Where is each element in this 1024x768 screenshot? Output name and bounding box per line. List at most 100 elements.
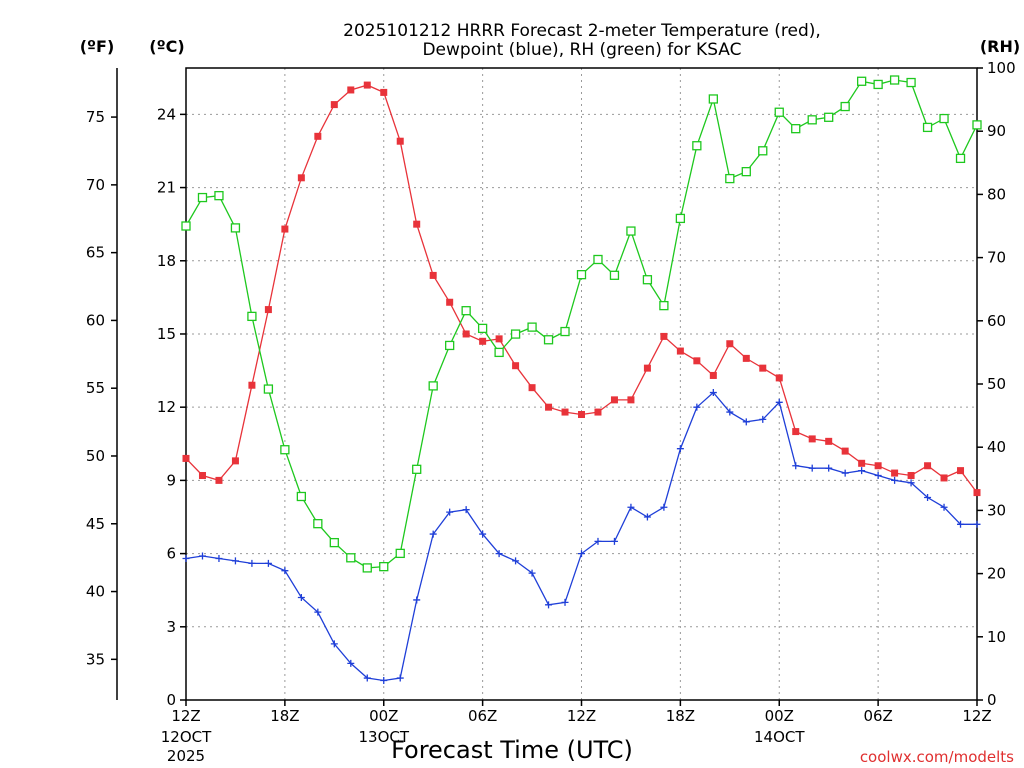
temperature-point	[479, 337, 487, 345]
dewpoint-point	[281, 567, 289, 575]
dewpoint-point	[182, 554, 190, 562]
temperature-point	[825, 437, 833, 445]
x-axis-label: Forecast Time (UTC)	[391, 736, 633, 764]
rh-point	[873, 79, 883, 90]
rh-point	[412, 464, 422, 474]
dewpoint-point	[545, 601, 553, 609]
dewpoint-point	[643, 513, 651, 521]
dewpoint-point	[825, 464, 833, 472]
temperature-series	[182, 81, 981, 497]
temperature-point	[808, 435, 816, 443]
temperature-point	[231, 457, 239, 465]
dewpoint-point	[627, 503, 635, 511]
temperature-point	[676, 347, 684, 355]
rh-point	[856, 76, 867, 86]
temperature-point	[940, 474, 948, 482]
fahrenheit-unit-label: (ºF)	[80, 37, 115, 56]
dewpoint-point	[841, 469, 849, 477]
rh-tick-label: 90	[987, 122, 1006, 140]
rh-point	[906, 77, 916, 88]
rh-point	[461, 306, 471, 316]
dewpoint-point	[380, 676, 388, 684]
temperature-point	[561, 408, 569, 416]
dewpoint-point	[330, 640, 338, 648]
dewpoint-point	[660, 503, 668, 511]
rh-point	[889, 75, 900, 85]
rh-series	[181, 75, 982, 573]
dewpoint-point	[297, 594, 305, 602]
fahrenheit-tick-label: 55	[86, 379, 105, 397]
rh-point	[477, 323, 488, 334]
temperature-point	[347, 86, 355, 94]
temperature-point	[182, 454, 190, 462]
rh-point	[972, 120, 982, 130]
rh-point	[642, 275, 653, 285]
temperature-point	[545, 403, 553, 411]
temperature-point	[248, 381, 256, 389]
dewpoint-point	[940, 503, 948, 511]
celsius-tick-label: 0	[166, 691, 176, 709]
rh-point	[791, 124, 801, 134]
temperature-point	[578, 411, 585, 419]
rh-point	[296, 491, 307, 502]
temperature-point	[726, 340, 734, 348]
rh-point	[263, 384, 274, 394]
temperature-point	[396, 137, 404, 145]
celsius-tick-label: 24	[157, 105, 176, 123]
dewpoint-point	[874, 472, 882, 480]
dewpoint-point	[676, 445, 684, 453]
fahrenheit-tick-label: 60	[86, 311, 105, 329]
rh-point	[428, 381, 438, 391]
rh-point	[230, 223, 241, 233]
rh-tick-label: 70	[987, 249, 1006, 267]
x-tick-label: 18Z	[270, 707, 299, 725]
dewpoint-point	[610, 537, 618, 545]
temperature-point	[429, 271, 437, 279]
rh-tick-label: 0	[987, 691, 997, 709]
dewpoint-point	[528, 569, 536, 577]
celsius-tick-label: 6	[166, 545, 176, 563]
x-tick-date-label: 12OCT	[161, 728, 212, 746]
rh-point	[758, 146, 768, 156]
dewpoint-point	[396, 674, 404, 682]
x-tick-label: 00Z	[765, 707, 794, 725]
temperature-point	[314, 132, 322, 140]
series-layer	[181, 75, 982, 684]
temperature-point	[297, 174, 305, 182]
celsius-tick-label: 18	[157, 252, 176, 270]
rh-tick-label: 80	[987, 185, 1006, 203]
rh-point	[593, 254, 603, 265]
dewpoint-point	[561, 598, 569, 606]
rh-point	[626, 226, 636, 236]
plot-frame	[185, 67, 978, 701]
rh-point	[725, 173, 735, 184]
temperature-point	[759, 364, 767, 372]
temperature-point	[512, 362, 520, 370]
rh-point	[922, 122, 933, 133]
rh-point	[708, 94, 718, 104]
grid-lines	[186, 68, 977, 700]
rh-tick-label: 10	[987, 628, 1006, 646]
dewpoint-point	[907, 479, 915, 487]
temperature-point	[198, 472, 206, 480]
rh-point	[395, 548, 405, 559]
rh-point	[445, 340, 455, 351]
dewpoint-point	[957, 520, 965, 528]
rh-point	[807, 115, 817, 125]
fahrenheit-tick-label: 45	[86, 515, 105, 533]
credit-text: coolwx.com/modelts	[860, 748, 1014, 766]
rh-tick-label: 100	[987, 59, 1016, 77]
dewpoint-point	[578, 550, 585, 558]
dewpoint-point	[808, 464, 816, 472]
rh-point	[741, 166, 751, 177]
temperature-point	[924, 462, 932, 470]
rh-point	[527, 322, 537, 332]
x-tick-date-label: 13OCT	[358, 728, 409, 746]
temperature-point	[495, 335, 503, 343]
celsius-tick-label: 21	[157, 179, 176, 197]
dewpoint-point	[429, 530, 437, 538]
dewpoint-point	[512, 557, 520, 565]
dewpoint-point	[693, 403, 701, 411]
rh-point	[774, 107, 784, 117]
rh-point	[247, 311, 257, 322]
